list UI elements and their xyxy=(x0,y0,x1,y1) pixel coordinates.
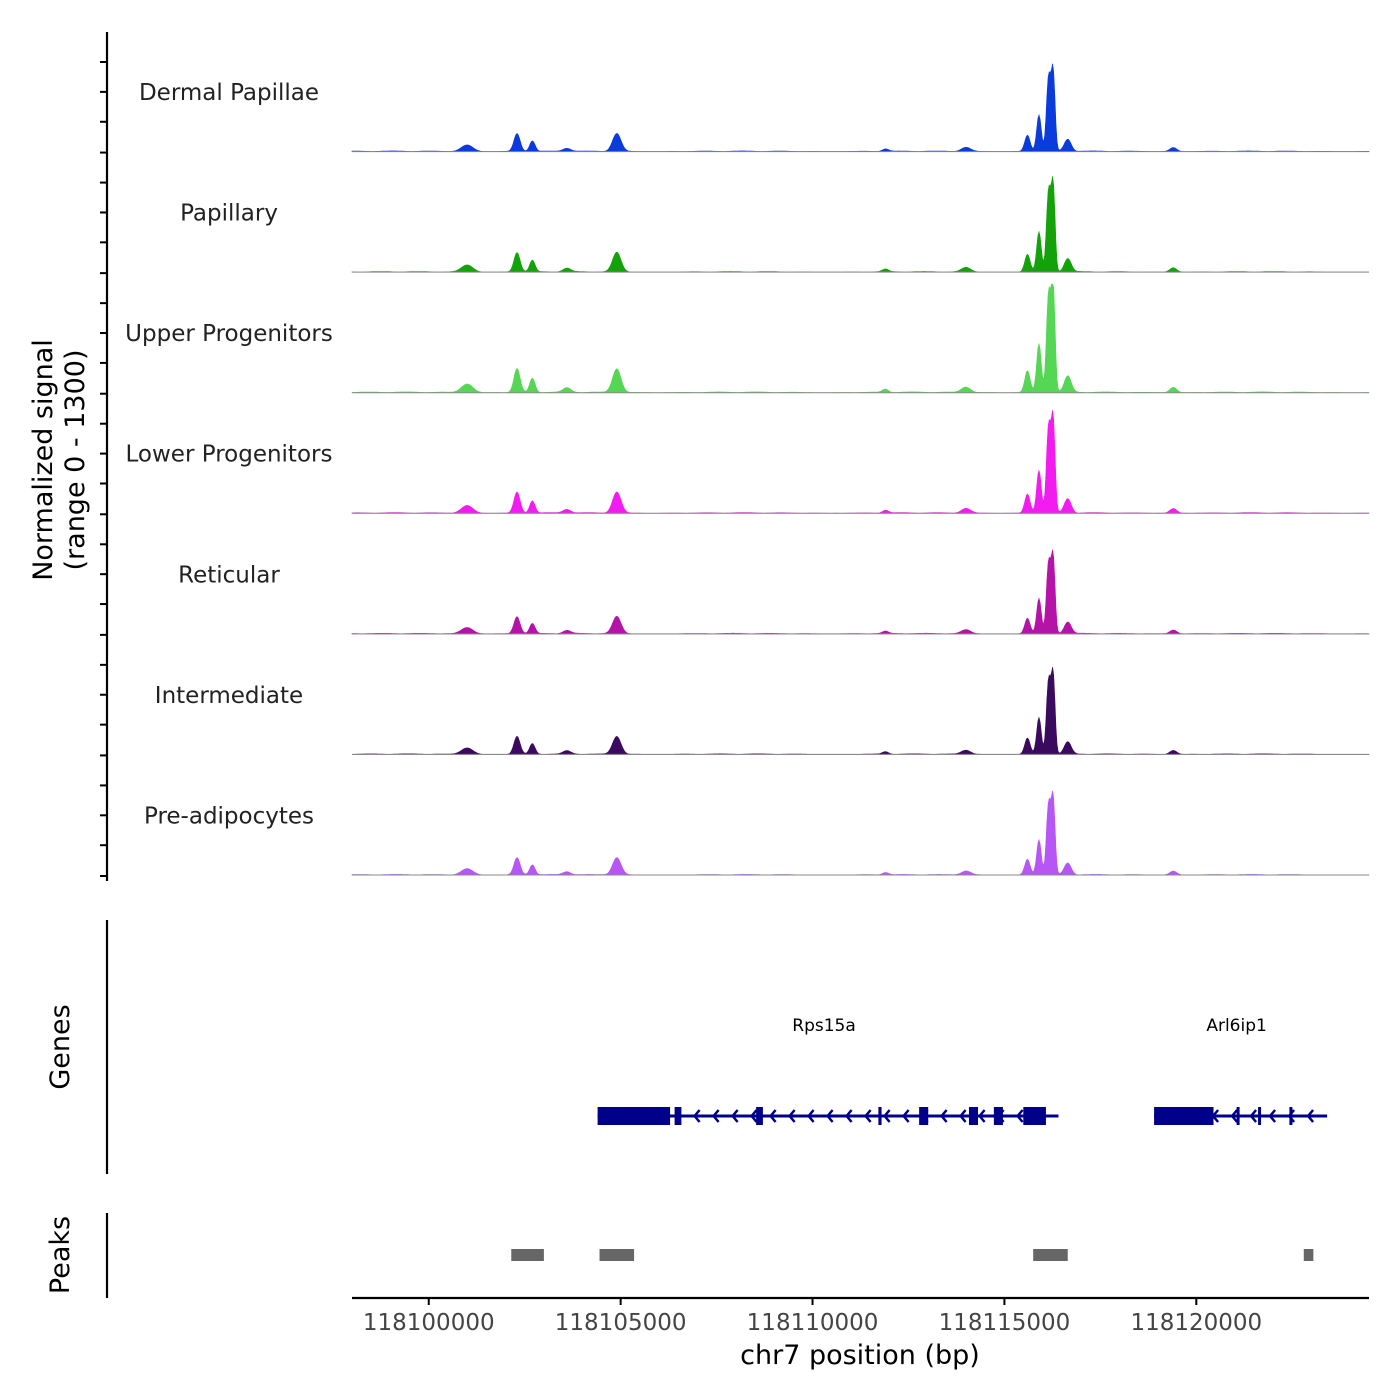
gene-exon xyxy=(968,1107,979,1125)
coverage-tracks: Dermal Papillae Papillary Upper Progenitor… xyxy=(125,63,1370,876)
gene-name-label: Arl6ip1 xyxy=(1206,1016,1267,1036)
x-tick-label: 118105000 xyxy=(555,1310,687,1336)
signal-area xyxy=(351,63,1370,152)
gene-exon xyxy=(1258,1107,1262,1125)
track-intermediate: Intermediate xyxy=(155,666,1370,755)
strand-arrow xyxy=(806,1109,815,1123)
track-upper-progenitors: Upper Progenitors xyxy=(125,283,1370,394)
strand-arrow xyxy=(844,1109,853,1123)
signal-area xyxy=(351,790,1370,876)
y-axis-range: (range 0 - 1300) xyxy=(60,350,91,571)
strand-arrow xyxy=(692,1109,701,1123)
signal-area xyxy=(351,666,1370,755)
gene-exon xyxy=(878,1107,882,1125)
gene-rps15a: Rps15a xyxy=(597,1016,1059,1125)
gene-exon xyxy=(1236,1107,1240,1125)
strand-arrow xyxy=(787,1109,796,1123)
track-label: Papillary xyxy=(180,201,278,227)
track-reticular: Reticular xyxy=(178,549,1370,635)
track-label: Upper Progenitors xyxy=(125,321,333,347)
strand-arrow xyxy=(730,1109,739,1123)
y-axis-title: Normalized signal xyxy=(28,339,59,581)
strand-arrow xyxy=(958,1109,967,1123)
track-label: Pre-adipocytes xyxy=(144,803,314,829)
track-label: Lower Progenitors xyxy=(126,442,333,468)
track-lower-progenitors: Lower Progenitors xyxy=(126,410,1370,514)
signal-area xyxy=(351,410,1370,514)
signal-area xyxy=(351,549,1370,635)
x-axis-ticks: 118100000 118105000 118110000 118115000 1181… xyxy=(363,1298,1262,1336)
strand-arrow xyxy=(939,1109,948,1123)
peak-region xyxy=(599,1249,635,1261)
strand-arrow xyxy=(1268,1109,1277,1123)
track-label: Intermediate xyxy=(155,683,303,709)
gene-exon xyxy=(756,1107,763,1125)
signal-area xyxy=(351,283,1370,394)
peaks-track xyxy=(511,1249,1314,1261)
genes-track-label: Genes xyxy=(45,1004,76,1089)
strand-arrow xyxy=(1015,1109,1024,1123)
strand-arrow xyxy=(882,1109,891,1123)
track-dermal-papillae: Dermal Papillae xyxy=(139,63,1370,153)
gene-exon xyxy=(919,1107,929,1125)
peak-region xyxy=(1033,1249,1068,1261)
strand-arrow xyxy=(768,1109,777,1123)
track-papillary: Papillary xyxy=(180,176,1369,273)
strand-arrow xyxy=(901,1109,910,1123)
gene-exon xyxy=(1289,1107,1293,1125)
gene-arl6ip1: Arl6ip1 xyxy=(1154,1016,1328,1125)
gene-exon xyxy=(674,1107,682,1125)
x-tick-label: 118100000 xyxy=(363,1310,495,1336)
gene-name-label: Rps15a xyxy=(792,1016,856,1036)
x-tick-label: 118115000 xyxy=(939,1310,1071,1336)
strand-arrow xyxy=(711,1109,720,1123)
gene-exon xyxy=(993,1107,1003,1125)
signal-area xyxy=(351,176,1369,273)
x-tick-label: 118120000 xyxy=(1130,1310,1262,1336)
x-axis-title: chr7 position (bp) xyxy=(740,1340,980,1371)
track-label: Dermal Papillae xyxy=(139,80,319,106)
track-label: Reticular xyxy=(178,562,280,588)
peak-region xyxy=(511,1249,544,1261)
strand-arrow xyxy=(825,1109,834,1123)
genes-track: Rps15a Arl6ip1 xyxy=(597,1016,1328,1125)
strand-arrow xyxy=(1230,1109,1239,1123)
track-pre-adipocytes: Pre-adipocytes xyxy=(144,790,1370,876)
peak-region xyxy=(1303,1249,1314,1261)
strand-arrow xyxy=(1306,1109,1315,1123)
strand-arrow xyxy=(863,1109,872,1123)
gene-exon xyxy=(1154,1107,1214,1125)
strand-arrow xyxy=(1249,1109,1258,1123)
gene-exon xyxy=(597,1107,671,1125)
peaks-track-label: Peaks xyxy=(45,1216,76,1294)
coverage-y-ticks xyxy=(100,61,107,877)
x-tick-label: 118110000 xyxy=(747,1310,879,1336)
strand-arrow xyxy=(977,1109,986,1123)
strand-arrow xyxy=(1287,1109,1296,1123)
gene-exon xyxy=(1023,1107,1046,1125)
strand-arrow xyxy=(749,1109,758,1123)
